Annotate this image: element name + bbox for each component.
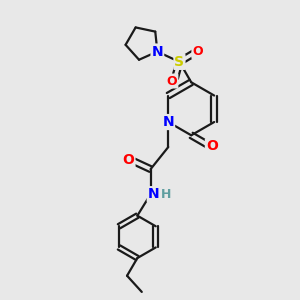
Text: N: N (163, 115, 174, 129)
Text: O: O (123, 153, 134, 167)
Text: S: S (174, 55, 184, 69)
Text: H: H (161, 188, 171, 201)
Text: N: N (148, 187, 159, 201)
Text: O: O (192, 45, 203, 58)
Text: N: N (152, 45, 163, 58)
Text: O: O (167, 74, 177, 88)
Text: O: O (206, 139, 218, 153)
